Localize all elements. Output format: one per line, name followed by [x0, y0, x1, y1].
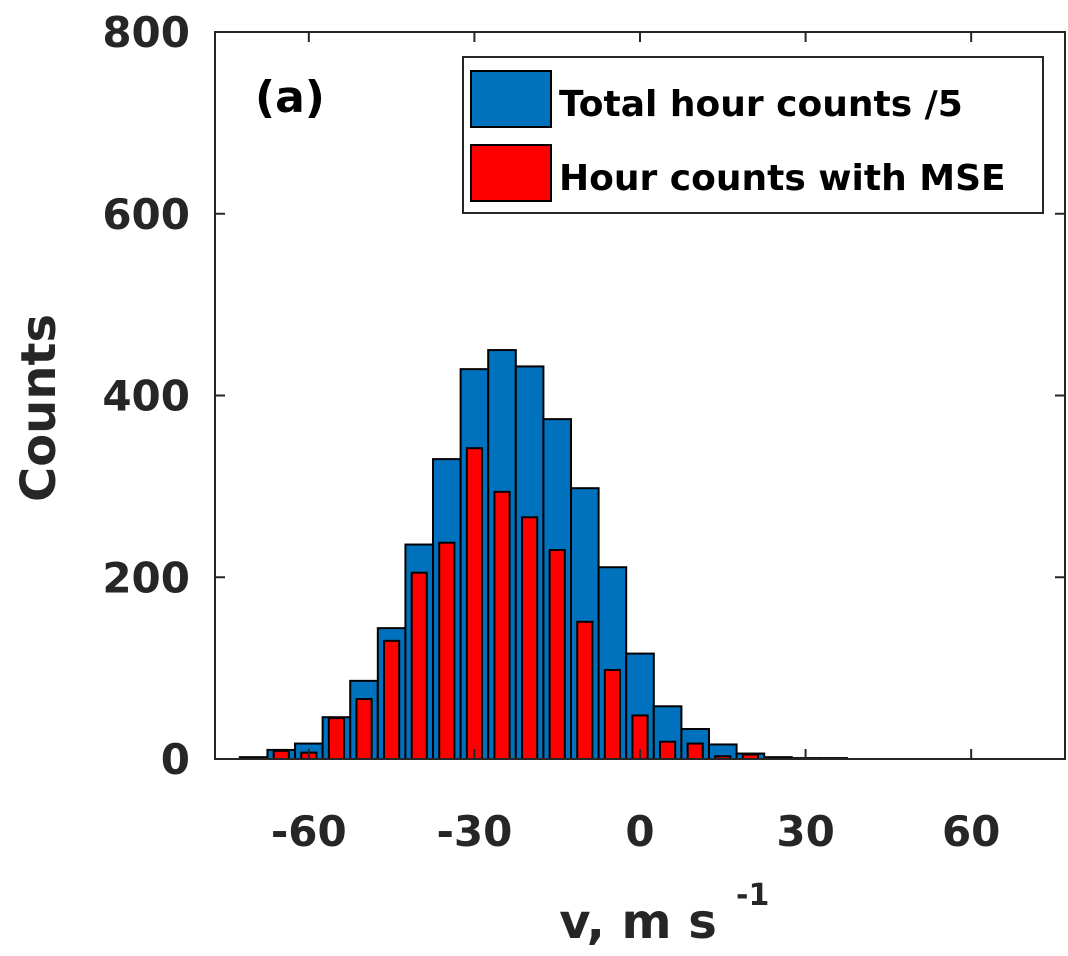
x-axis-label-superscript: -1: [736, 878, 769, 913]
mse-bar--65: [272, 749, 290, 760]
legend-swatch-total: [470, 70, 552, 128]
x-tick-label--60: -60: [271, 807, 347, 856]
mse-bar--40: [410, 571, 428, 760]
panel-label: (a): [255, 72, 325, 123]
mse-bar--35: [438, 541, 456, 761]
mse-bar--5: [603, 668, 621, 761]
y-tick-label-0: 0: [161, 735, 190, 784]
legend-label-total: Total hour counts /5: [559, 84, 963, 125]
x-tick-label-0: 0: [625, 807, 654, 856]
axes-box: [214, 31, 1066, 760]
x-tick-label-60: 60: [942, 807, 1000, 856]
x-axis-label: v, m s: [559, 894, 717, 950]
mse-bar-10: [686, 742, 704, 761]
legend-label-mse: Hour counts with MSE: [559, 158, 1006, 199]
mse-bar--10: [576, 620, 594, 760]
mse-bar--30: [465, 447, 484, 760]
mse-bar--50: [355, 698, 373, 761]
x-tick-label-30: 30: [776, 807, 834, 856]
mse-bar--25: [493, 490, 511, 760]
y-axis-label: Counts: [11, 314, 67, 502]
mse-bar-5: [659, 740, 677, 761]
mse-bar--20: [521, 516, 539, 761]
mse-bar--15: [548, 548, 566, 760]
y-tick-label-400: 400: [102, 372, 190, 421]
y-tick-label-600: 600: [102, 190, 190, 239]
bar-group: [238, 349, 848, 761]
mse-bar--45: [383, 639, 401, 760]
legend: Total hour counts /5 Hour counts with MS…: [462, 56, 1044, 214]
mse-bar--55: [327, 717, 346, 761]
y-tick-label-800: 800: [102, 8, 190, 57]
x-tick-label--30: -30: [436, 807, 512, 856]
legend-box: [462, 56, 1044, 214]
y-tick-label-200: 200: [102, 553, 190, 602]
legend-swatch-mse: [470, 144, 552, 202]
